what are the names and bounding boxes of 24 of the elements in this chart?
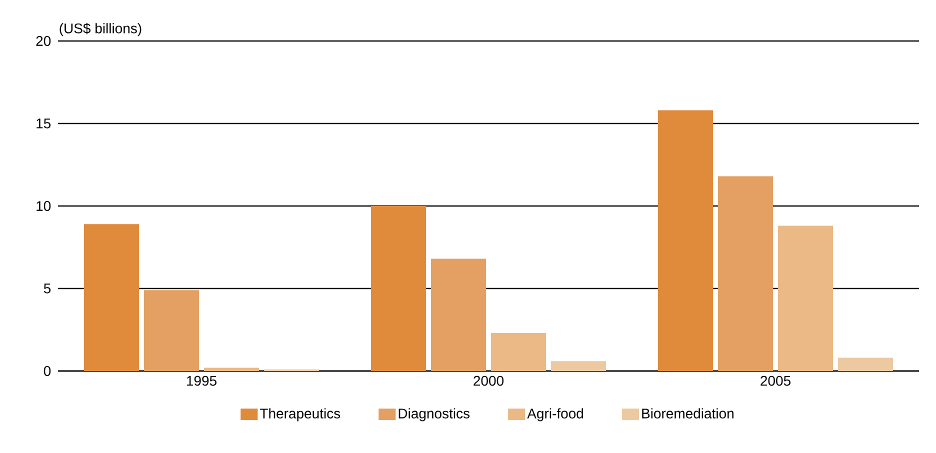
bar (838, 358, 894, 371)
bar (658, 110, 714, 371)
y-tick-label: 0 (44, 366, 51, 376)
y-tick-label: 20 (36, 36, 51, 46)
bar (718, 176, 774, 371)
y-tick-label: 10 (36, 201, 51, 211)
x-tick-label: 2005 (760, 376, 790, 386)
x-tick-label: 2000 (474, 376, 504, 386)
bar (84, 224, 140, 371)
x-tick-label: 1995 (187, 376, 216, 386)
bar (778, 226, 834, 371)
legend-label: Diagnostics (398, 408, 470, 422)
bar (551, 361, 606, 371)
legend-label: Agri-food (527, 408, 584, 422)
bar (431, 258, 486, 371)
bar (144, 290, 200, 371)
legend-label: Therapeutics (260, 408, 340, 422)
bar (204, 368, 260, 371)
bar (491, 333, 546, 371)
y-tick-label: 5 (44, 284, 51, 294)
y-axis-title: (US$ billions) (60, 22, 142, 36)
bar (371, 206, 426, 371)
legend-label: Bioremediation (642, 408, 734, 418)
y-tick-label: 15 (36, 118, 51, 128)
